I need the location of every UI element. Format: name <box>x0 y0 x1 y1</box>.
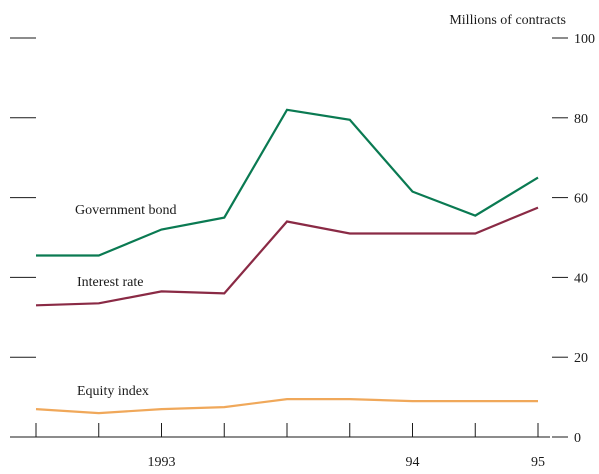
x-tick-label: 94 <box>406 455 420 470</box>
y-tick-label: 40 <box>574 271 588 286</box>
series-layer: Government bond Interest rate Equity index <box>35 108 539 415</box>
left-axis-ticks <box>10 37 36 438</box>
y-tick-label: 60 <box>574 192 588 207</box>
right-axis: 0 20 40 60 80 100 <box>552 32 595 446</box>
y-tick-label: 20 <box>574 351 588 366</box>
interest-rate-label: Interest rate <box>77 275 143 290</box>
x-tick-label: 1993 <box>148 455 176 470</box>
y-tick-label: 80 <box>574 112 588 127</box>
equity-index-label: Equity index <box>77 384 149 399</box>
equity-index-line <box>35 398 538 415</box>
government-bond-label: Government bond <box>75 203 176 218</box>
y-tick-label: 100 <box>574 32 595 47</box>
x-tick-label: 95 <box>531 455 545 470</box>
government-bond-line <box>36 108 539 257</box>
unit-label: Millions of contracts <box>449 13 566 28</box>
interest-rate-line <box>35 206 539 307</box>
x-axis: 1993 94 95 <box>10 423 550 470</box>
y-tick-label: 0 <box>574 431 581 446</box>
